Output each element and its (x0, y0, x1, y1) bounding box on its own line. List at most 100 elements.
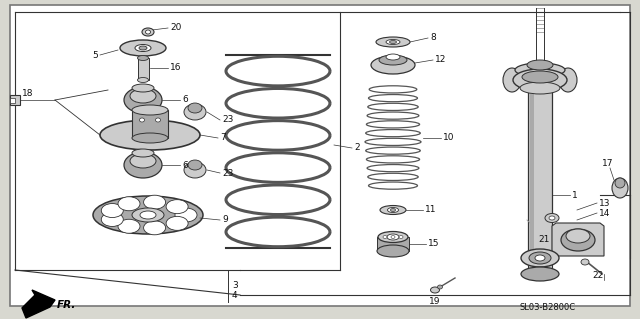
Bar (530, 88, 534, 253)
Ellipse shape (399, 235, 403, 239)
Text: 23: 23 (222, 168, 234, 177)
Ellipse shape (521, 249, 559, 267)
Text: 23: 23 (222, 115, 234, 124)
Text: SL03-B2800C: SL03-B2800C (520, 303, 576, 313)
Ellipse shape (521, 267, 559, 281)
Ellipse shape (138, 78, 148, 83)
Text: 21: 21 (538, 235, 550, 244)
Ellipse shape (184, 162, 206, 178)
Text: 6: 6 (182, 160, 188, 169)
Ellipse shape (118, 219, 140, 233)
Ellipse shape (100, 120, 200, 150)
Ellipse shape (386, 54, 400, 60)
Text: 7: 7 (220, 133, 226, 143)
Text: 17: 17 (602, 159, 614, 167)
Ellipse shape (101, 204, 124, 218)
Ellipse shape (549, 216, 555, 220)
Ellipse shape (380, 205, 406, 214)
Ellipse shape (184, 104, 206, 120)
Bar (528, 258, 552, 274)
Ellipse shape (520, 82, 560, 94)
Text: 18: 18 (22, 90, 33, 99)
Ellipse shape (135, 44, 151, 51)
Text: 11: 11 (425, 205, 436, 214)
Ellipse shape (130, 89, 156, 103)
Ellipse shape (139, 46, 147, 50)
Bar (132, 110, 168, 138)
Ellipse shape (140, 211, 156, 219)
Ellipse shape (138, 56, 148, 61)
Ellipse shape (529, 252, 551, 264)
Ellipse shape (166, 216, 188, 230)
Text: 10: 10 (443, 133, 454, 143)
Ellipse shape (120, 40, 166, 56)
Text: 16: 16 (170, 63, 182, 72)
Bar (10, 98, 15, 103)
Ellipse shape (438, 285, 442, 289)
Ellipse shape (390, 41, 397, 43)
Ellipse shape (93, 196, 203, 234)
Ellipse shape (377, 245, 409, 257)
Ellipse shape (175, 208, 197, 222)
Ellipse shape (132, 133, 168, 143)
Text: 12: 12 (435, 56, 446, 64)
Ellipse shape (515, 63, 565, 77)
Ellipse shape (386, 40, 400, 44)
Ellipse shape (371, 56, 415, 74)
Ellipse shape (124, 87, 162, 113)
Text: 5: 5 (92, 50, 98, 60)
Bar (10, 95, 20, 105)
Ellipse shape (612, 178, 628, 198)
Ellipse shape (143, 195, 166, 209)
Text: 9: 9 (222, 216, 228, 225)
Ellipse shape (566, 229, 590, 243)
Ellipse shape (431, 287, 440, 293)
Polygon shape (22, 290, 55, 318)
Ellipse shape (142, 28, 154, 36)
Text: 13: 13 (599, 198, 611, 207)
Text: 15: 15 (428, 240, 440, 249)
Text: 6: 6 (182, 95, 188, 105)
Ellipse shape (559, 68, 577, 92)
Ellipse shape (132, 105, 168, 115)
Ellipse shape (140, 118, 145, 122)
Ellipse shape (156, 118, 161, 122)
Ellipse shape (387, 234, 399, 240)
Ellipse shape (527, 60, 553, 70)
Ellipse shape (124, 152, 162, 178)
Ellipse shape (513, 69, 567, 91)
Ellipse shape (561, 229, 595, 251)
Bar (377, 237, 409, 251)
Ellipse shape (581, 259, 589, 265)
Ellipse shape (391, 235, 395, 239)
Text: 22: 22 (592, 271, 604, 280)
Text: 4: 4 (232, 291, 237, 300)
Text: 2: 2 (354, 144, 360, 152)
Text: 19: 19 (429, 298, 441, 307)
Text: FR.: FR. (57, 300, 76, 310)
Text: 3: 3 (232, 280, 237, 290)
Polygon shape (552, 223, 604, 256)
Bar (528, 88, 552, 253)
Ellipse shape (132, 208, 164, 222)
Ellipse shape (390, 209, 396, 211)
Ellipse shape (387, 207, 399, 212)
Ellipse shape (535, 255, 545, 261)
Ellipse shape (188, 160, 202, 170)
Ellipse shape (188, 103, 202, 113)
Ellipse shape (101, 212, 124, 226)
Text: 1: 1 (572, 190, 578, 199)
Ellipse shape (545, 213, 559, 222)
Ellipse shape (383, 235, 387, 239)
Ellipse shape (132, 84, 154, 92)
Text: 8: 8 (430, 33, 436, 42)
Bar (138, 58, 149, 80)
Text: 14: 14 (599, 209, 611, 218)
Ellipse shape (166, 200, 188, 214)
Ellipse shape (132, 149, 154, 157)
Text: 20: 20 (170, 24, 181, 33)
Ellipse shape (379, 55, 407, 65)
Ellipse shape (615, 178, 625, 188)
Ellipse shape (376, 37, 410, 47)
Ellipse shape (130, 154, 156, 168)
